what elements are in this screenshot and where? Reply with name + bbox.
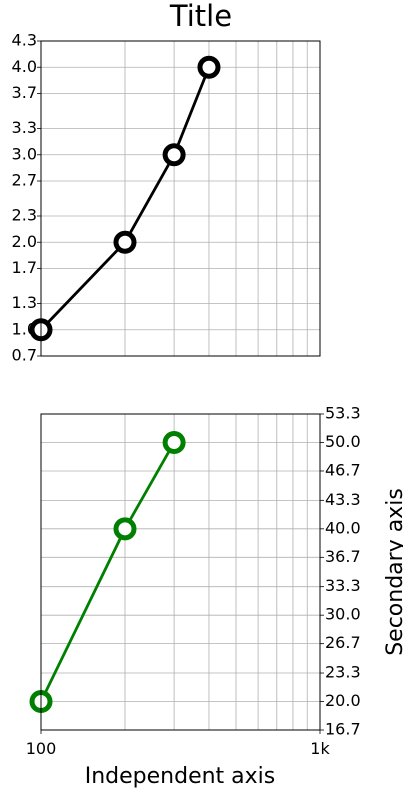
chart-title: Title xyxy=(169,0,232,33)
y-tick-label: 36.7 xyxy=(325,547,361,566)
data-point xyxy=(116,520,134,538)
y-tick-label: 16.7 xyxy=(325,720,361,739)
y-tick-label: 1.7 xyxy=(12,258,37,277)
data-point xyxy=(200,58,218,76)
y-tick-label: 23.3 xyxy=(325,663,361,682)
y-tick-label: 40.0 xyxy=(325,518,361,537)
x-tick-label: 100 xyxy=(26,739,57,758)
y-tick-label: 43.3 xyxy=(325,490,361,509)
data-point xyxy=(165,433,183,451)
y-tick-label: 2.7 xyxy=(12,171,37,190)
y-tick-label: 33.3 xyxy=(325,576,361,595)
y-tick-label: 2.3 xyxy=(12,206,37,225)
y-tick-label: 53.3 xyxy=(325,404,361,423)
y-tick-label: 0.7 xyxy=(12,346,37,365)
y-tick-label: 4.0 xyxy=(12,57,37,76)
y-axis-label: Secondary axis xyxy=(383,488,403,656)
y-tick-label: 50.0 xyxy=(325,432,361,451)
y-tick-label: 2.0 xyxy=(12,232,37,251)
y-tick-label: 46.7 xyxy=(325,460,361,479)
y-tick-label: 30.0 xyxy=(325,605,361,624)
y-tick-label: 3.0 xyxy=(12,144,37,163)
data-point xyxy=(116,233,134,251)
y-tick-label: 1.3 xyxy=(12,293,37,312)
y-tick-label: 4.3 xyxy=(12,31,37,50)
x-axis-label: Independent axis xyxy=(85,764,276,789)
y-tick-label: 26.7 xyxy=(325,633,361,652)
x-tick-label: 1k xyxy=(310,739,330,758)
y-tick-label: 20.0 xyxy=(325,691,361,710)
y-tick-label: 3.7 xyxy=(12,83,37,102)
data-point xyxy=(165,146,183,164)
y-tick-label: 3.3 xyxy=(12,118,37,137)
